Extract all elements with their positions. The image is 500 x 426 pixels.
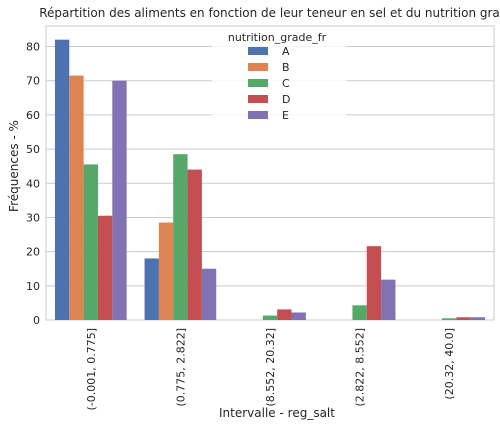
y-tick-label: 70 xyxy=(26,75,40,88)
bar-C xyxy=(83,164,98,320)
legend-label-D: D xyxy=(282,93,290,106)
bar-E xyxy=(291,312,306,320)
bar-B xyxy=(69,75,84,321)
bar-D xyxy=(97,215,113,320)
bar-D xyxy=(456,317,471,320)
y-tick-labels: 0 10 20 30 40 50 60 70 80 xyxy=(26,41,40,327)
bar-A xyxy=(54,39,70,321)
legend-label-A: A xyxy=(282,45,290,58)
legend-title: nutrition_grade_fr xyxy=(228,31,327,44)
bar-E xyxy=(112,80,127,320)
y-tick-label: 30 xyxy=(26,211,40,224)
legend-swatch-E xyxy=(248,111,268,119)
x-tick-label: (8.552, 20.32] xyxy=(264,328,277,407)
x-tick-label: (0.775, 2.822] xyxy=(174,328,187,407)
chart-title: Répartition des aliments en fonction de … xyxy=(39,6,500,20)
y-axis-title: Fréquences - % xyxy=(7,120,21,212)
x-tick-label: (20.32, 40.0] xyxy=(443,328,456,400)
x-tick-labels: (-0.001, 0.775] (0.775, 2.822] (8.552, 20.… xyxy=(85,328,456,411)
x-tick-label: (2.822, 8.552] xyxy=(354,328,367,407)
y-tick-label: 60 xyxy=(26,109,40,122)
legend-label-B: B xyxy=(282,61,290,74)
y-tick-label: 80 xyxy=(26,41,40,54)
bar-C xyxy=(352,305,367,320)
bar-E xyxy=(381,279,396,320)
legend-swatch-A xyxy=(248,47,268,55)
bar-D xyxy=(187,169,202,320)
bar-E xyxy=(201,268,217,320)
legend-swatch-D xyxy=(248,95,268,103)
legend-label-E: E xyxy=(282,109,289,122)
legend-swatch-C xyxy=(248,79,268,87)
y-tick-label: 10 xyxy=(26,280,40,293)
x-axis-title: Intervalle - reg_salt xyxy=(219,406,335,420)
bar-E xyxy=(470,317,486,320)
legend-label-C: C xyxy=(282,77,290,90)
y-tick-label: 0 xyxy=(33,314,40,327)
bar-A xyxy=(144,258,159,320)
bar-B xyxy=(158,222,174,320)
y-tick-label: 20 xyxy=(26,246,40,259)
bar-C xyxy=(173,154,188,320)
x-tick-label: (-0.001, 0.775] xyxy=(85,328,98,411)
bar-D xyxy=(366,246,382,320)
bar-D xyxy=(277,309,292,320)
bar-C xyxy=(262,315,278,320)
y-tick-label: 50 xyxy=(26,143,40,156)
y-tick-label: 40 xyxy=(26,177,40,190)
legend-box xyxy=(212,29,346,121)
bars xyxy=(54,39,486,321)
bar-C xyxy=(442,318,457,320)
legend-swatch-B xyxy=(248,63,268,71)
